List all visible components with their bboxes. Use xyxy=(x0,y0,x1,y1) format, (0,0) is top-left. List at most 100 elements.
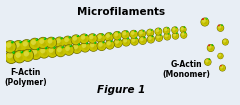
Circle shape xyxy=(168,33,169,34)
Circle shape xyxy=(217,24,224,32)
Circle shape xyxy=(181,33,185,36)
Circle shape xyxy=(172,33,179,39)
Circle shape xyxy=(171,26,178,34)
Circle shape xyxy=(219,65,225,71)
Circle shape xyxy=(56,46,66,56)
Circle shape xyxy=(29,38,41,50)
Circle shape xyxy=(130,37,139,46)
Circle shape xyxy=(92,46,96,49)
Circle shape xyxy=(34,43,38,47)
Circle shape xyxy=(93,34,95,36)
Circle shape xyxy=(202,18,203,19)
Circle shape xyxy=(168,33,169,35)
Circle shape xyxy=(113,31,122,40)
Circle shape xyxy=(159,28,161,30)
Circle shape xyxy=(111,40,113,42)
Circle shape xyxy=(222,39,229,45)
Circle shape xyxy=(211,44,213,46)
Circle shape xyxy=(77,35,78,36)
Circle shape xyxy=(163,33,171,40)
Circle shape xyxy=(15,52,21,58)
Circle shape xyxy=(122,37,131,47)
Circle shape xyxy=(108,36,111,40)
Circle shape xyxy=(113,32,121,40)
Circle shape xyxy=(19,41,22,43)
Circle shape xyxy=(105,33,113,41)
Circle shape xyxy=(156,29,159,32)
Circle shape xyxy=(218,54,221,57)
Circle shape xyxy=(37,37,49,49)
Circle shape xyxy=(86,42,88,44)
Circle shape xyxy=(135,37,136,38)
Text: F-Actin
(Polymer): F-Actin (Polymer) xyxy=(4,68,47,87)
Circle shape xyxy=(138,36,147,45)
Circle shape xyxy=(134,30,136,32)
Circle shape xyxy=(147,36,155,43)
Circle shape xyxy=(143,30,144,31)
Circle shape xyxy=(89,42,98,51)
Circle shape xyxy=(109,44,112,47)
Circle shape xyxy=(146,29,154,37)
Text: Microfilaments: Microfilaments xyxy=(77,7,165,17)
Circle shape xyxy=(166,30,168,33)
Circle shape xyxy=(155,34,163,42)
Circle shape xyxy=(98,35,102,39)
Circle shape xyxy=(30,47,42,60)
Circle shape xyxy=(44,37,46,40)
Circle shape xyxy=(25,45,30,49)
Circle shape xyxy=(47,47,57,57)
Circle shape xyxy=(147,29,154,36)
Circle shape xyxy=(181,27,184,30)
Circle shape xyxy=(91,38,95,41)
Circle shape xyxy=(83,38,87,42)
Circle shape xyxy=(76,48,80,51)
Circle shape xyxy=(36,38,38,41)
Circle shape xyxy=(117,42,120,46)
Circle shape xyxy=(140,38,144,41)
Circle shape xyxy=(125,34,128,37)
Circle shape xyxy=(50,42,54,46)
Circle shape xyxy=(6,42,12,48)
Circle shape xyxy=(38,38,48,48)
Circle shape xyxy=(220,65,222,66)
Circle shape xyxy=(202,18,204,20)
Circle shape xyxy=(222,39,228,45)
Circle shape xyxy=(71,34,81,45)
Circle shape xyxy=(208,45,211,49)
Circle shape xyxy=(45,47,46,48)
Circle shape xyxy=(149,32,152,35)
Circle shape xyxy=(97,41,106,50)
Circle shape xyxy=(63,36,72,46)
Circle shape xyxy=(201,18,209,26)
Circle shape xyxy=(26,54,31,59)
Circle shape xyxy=(132,38,135,42)
Circle shape xyxy=(125,41,128,44)
Circle shape xyxy=(82,43,86,48)
Circle shape xyxy=(64,45,74,55)
Circle shape xyxy=(12,40,25,53)
Circle shape xyxy=(6,51,17,63)
Circle shape xyxy=(62,36,73,47)
Circle shape xyxy=(223,40,226,43)
Circle shape xyxy=(205,59,209,63)
Circle shape xyxy=(85,34,86,35)
Circle shape xyxy=(204,21,207,24)
Circle shape xyxy=(176,32,178,34)
Circle shape xyxy=(207,61,210,64)
Circle shape xyxy=(119,39,120,41)
Circle shape xyxy=(102,33,103,36)
Circle shape xyxy=(148,30,151,33)
Circle shape xyxy=(44,38,45,39)
Circle shape xyxy=(98,43,103,47)
Circle shape xyxy=(28,40,30,42)
Circle shape xyxy=(80,42,90,52)
Circle shape xyxy=(218,53,223,59)
Circle shape xyxy=(21,40,32,51)
Circle shape xyxy=(45,47,47,49)
Circle shape xyxy=(47,46,58,58)
Circle shape xyxy=(147,35,155,43)
Circle shape xyxy=(158,31,160,34)
Circle shape xyxy=(14,42,20,48)
Circle shape xyxy=(206,18,208,20)
Circle shape xyxy=(174,30,177,32)
